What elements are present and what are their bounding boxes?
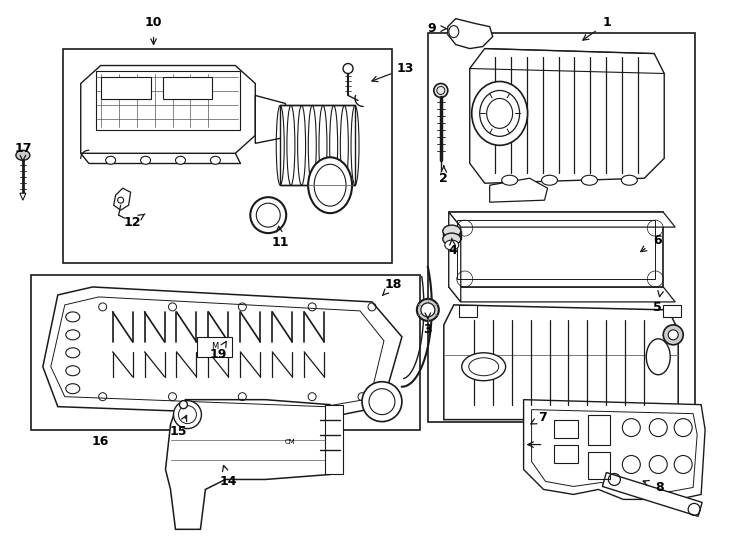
Ellipse shape xyxy=(417,299,439,321)
Text: 2: 2 xyxy=(440,172,448,185)
Ellipse shape xyxy=(66,348,80,358)
Ellipse shape xyxy=(250,197,286,233)
Ellipse shape xyxy=(66,330,80,340)
Polygon shape xyxy=(255,96,290,143)
Text: 8: 8 xyxy=(655,481,664,494)
Bar xyxy=(197,337,233,357)
Text: 4: 4 xyxy=(448,244,457,256)
Text: 13: 13 xyxy=(396,62,413,75)
Bar xyxy=(459,305,476,317)
Ellipse shape xyxy=(501,176,517,185)
Text: 15: 15 xyxy=(170,425,187,438)
Ellipse shape xyxy=(141,156,150,164)
Ellipse shape xyxy=(175,156,186,164)
Bar xyxy=(101,78,150,99)
Polygon shape xyxy=(20,193,26,200)
Text: 17: 17 xyxy=(14,142,32,155)
Ellipse shape xyxy=(362,382,402,422)
Bar xyxy=(553,420,578,437)
Ellipse shape xyxy=(66,384,80,394)
Ellipse shape xyxy=(668,330,678,340)
Text: 12: 12 xyxy=(124,215,142,228)
Bar xyxy=(63,49,392,263)
Polygon shape xyxy=(470,49,664,183)
Ellipse shape xyxy=(173,401,201,429)
Polygon shape xyxy=(448,212,675,227)
Text: CM: CM xyxy=(285,438,296,444)
Bar xyxy=(95,71,240,130)
Bar xyxy=(448,212,664,287)
Ellipse shape xyxy=(581,176,597,185)
Text: 18: 18 xyxy=(384,279,401,292)
Polygon shape xyxy=(448,19,493,49)
Ellipse shape xyxy=(434,84,448,97)
Polygon shape xyxy=(81,65,255,153)
Bar xyxy=(428,32,695,422)
Ellipse shape xyxy=(211,156,220,164)
Polygon shape xyxy=(444,305,678,420)
Ellipse shape xyxy=(443,225,461,237)
Bar xyxy=(457,220,655,279)
Bar xyxy=(280,105,355,185)
Text: 10: 10 xyxy=(145,16,162,29)
Ellipse shape xyxy=(462,353,506,381)
Text: 6: 6 xyxy=(653,234,661,247)
Ellipse shape xyxy=(16,150,30,160)
Text: 16: 16 xyxy=(92,435,109,448)
Text: 3: 3 xyxy=(424,323,432,336)
Text: 5: 5 xyxy=(653,301,661,314)
Ellipse shape xyxy=(445,240,459,250)
Text: 9: 9 xyxy=(427,22,436,35)
Ellipse shape xyxy=(542,176,558,185)
Polygon shape xyxy=(490,178,548,202)
Ellipse shape xyxy=(646,339,670,375)
Text: 1: 1 xyxy=(603,16,611,29)
Bar xyxy=(162,78,212,99)
Text: 7: 7 xyxy=(538,411,547,424)
Ellipse shape xyxy=(66,366,80,376)
Polygon shape xyxy=(603,472,702,516)
Polygon shape xyxy=(448,287,675,302)
Polygon shape xyxy=(114,188,131,210)
Ellipse shape xyxy=(106,156,116,164)
Bar xyxy=(325,404,343,475)
Text: 11: 11 xyxy=(272,235,289,248)
Ellipse shape xyxy=(308,157,352,213)
Text: 14: 14 xyxy=(219,475,237,488)
Ellipse shape xyxy=(443,233,461,245)
Ellipse shape xyxy=(66,312,80,322)
Ellipse shape xyxy=(622,176,637,185)
Ellipse shape xyxy=(421,303,435,317)
Bar xyxy=(553,444,578,462)
Bar xyxy=(589,451,611,480)
Polygon shape xyxy=(166,400,340,529)
Ellipse shape xyxy=(664,325,683,345)
Ellipse shape xyxy=(343,64,353,73)
Bar xyxy=(664,305,681,317)
Bar xyxy=(31,275,420,430)
Polygon shape xyxy=(448,212,461,302)
Text: 19: 19 xyxy=(210,348,227,361)
Polygon shape xyxy=(43,287,402,417)
Polygon shape xyxy=(523,400,705,500)
Ellipse shape xyxy=(472,82,528,145)
Bar xyxy=(589,415,611,444)
Ellipse shape xyxy=(180,401,187,409)
Text: M: M xyxy=(211,342,218,352)
